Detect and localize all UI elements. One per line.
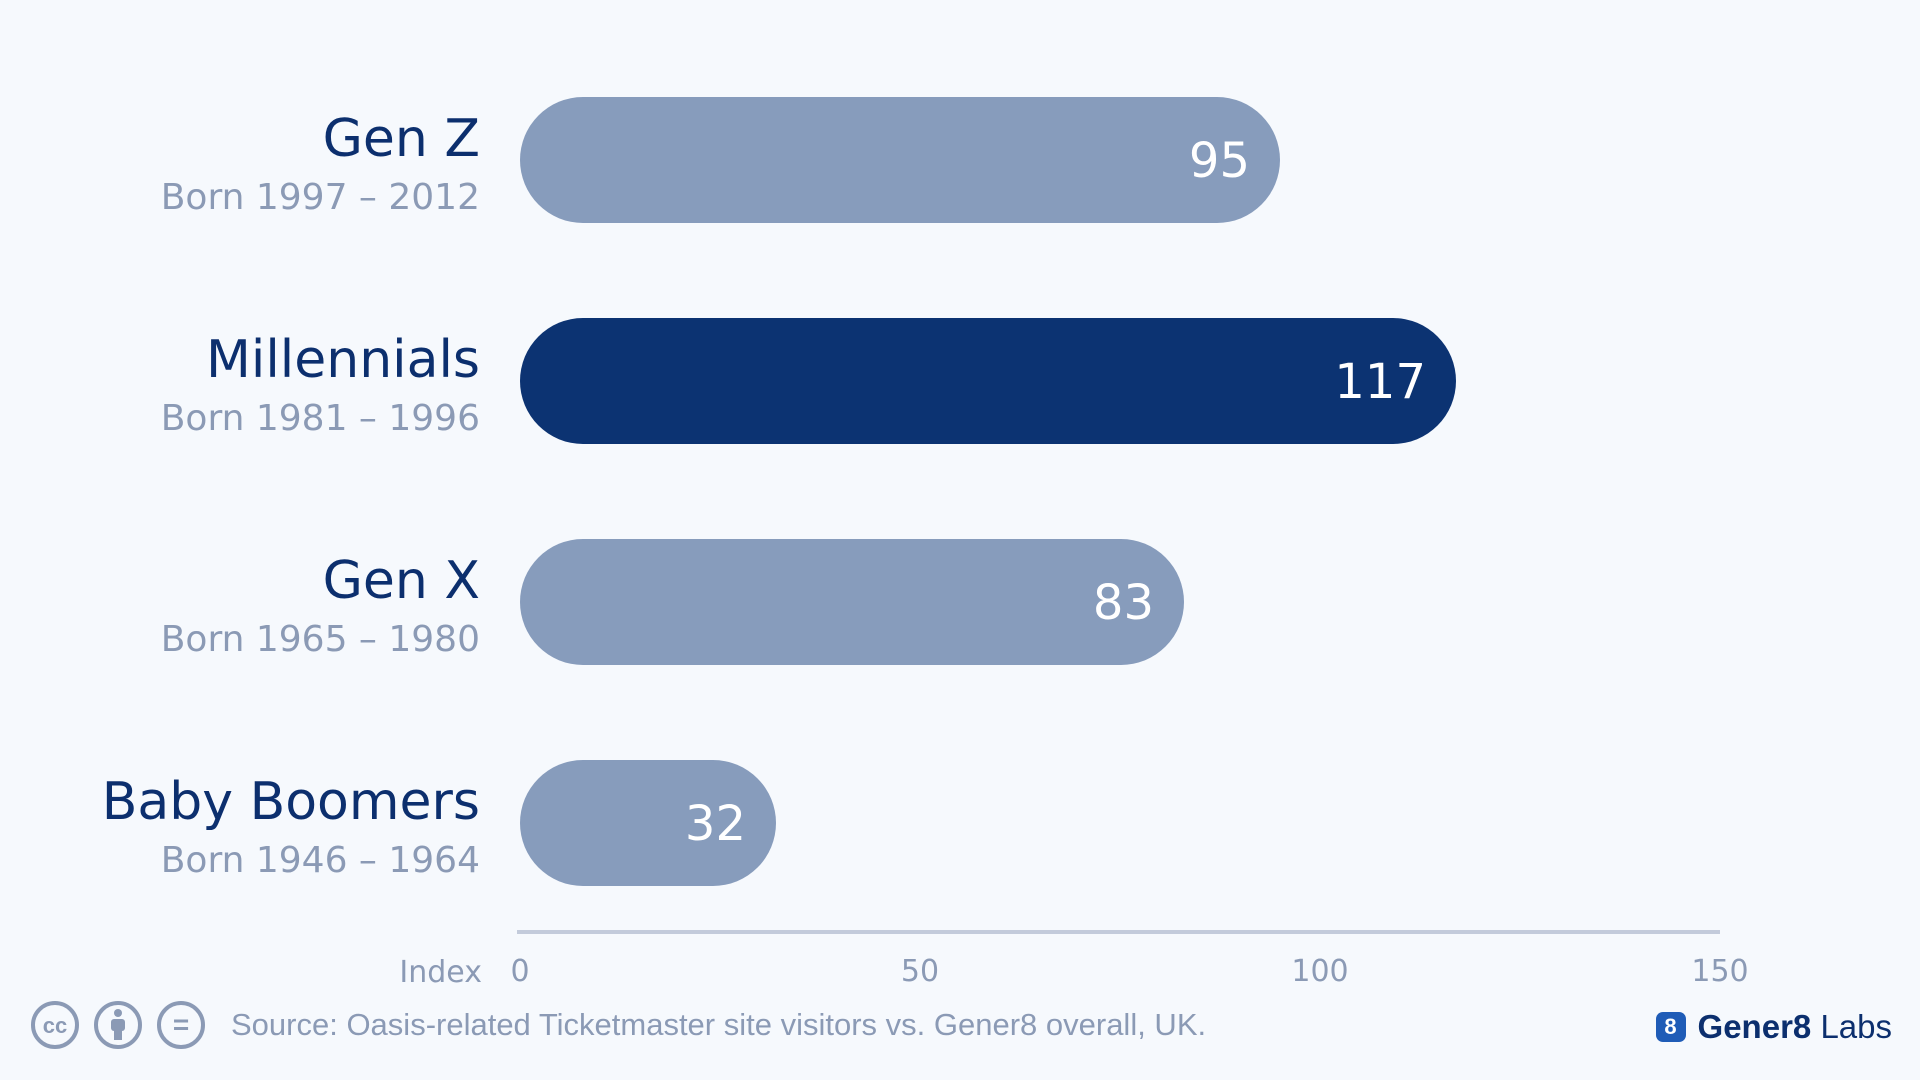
bar	[520, 760, 776, 886]
x-tick-label: 50	[901, 954, 939, 989]
x-tick-label: 0	[510, 954, 529, 989]
source-note: Source: Oasis-related Ticketmaster site …	[231, 1007, 1207, 1042]
bar	[520, 539, 1184, 665]
category-sublabel: Born 1946 – 1964	[161, 840, 480, 881]
bar	[520, 318, 1456, 444]
gener8-logo-icon: 8	[1655, 1012, 1686, 1042]
category-label: Gen X	[323, 551, 480, 611]
brand-logo: 8 Gener8 Labs	[1655, 1008, 1892, 1046]
category-label: Millennials	[206, 330, 480, 390]
footer: cc = Source: Oasis-related Ticketmaster …	[30, 1000, 1206, 1050]
x-axis-title: Index	[399, 955, 482, 990]
x-tick-label: 100	[1291, 954, 1348, 989]
brand-name-light: Labs	[1820, 1008, 1892, 1045]
bar-value-label: 95	[1189, 133, 1250, 189]
category-sublabel: Born 1981 – 1996	[161, 398, 480, 439]
bar-value-label: 83	[1093, 575, 1154, 631]
no-derivatives-icon: =	[157, 1001, 205, 1049]
category-sublabel: Born 1965 – 1980	[161, 619, 480, 660]
brand-name-bold: Gener8	[1697, 1008, 1812, 1045]
bar	[520, 97, 1280, 223]
x-tick-label: 150	[1691, 954, 1748, 989]
attribution-icon	[94, 1001, 142, 1049]
svg-text:cc: cc	[43, 1013, 67, 1038]
category-label: Gen Z	[323, 109, 480, 169]
category-sublabel: Born 1997 – 2012	[161, 177, 480, 218]
bar-value-label: 32	[685, 796, 746, 852]
bar-value-label: 117	[1334, 354, 1426, 410]
svg-text:=: =	[173, 1009, 189, 1040]
brand-name: Gener8 Labs	[1698, 1008, 1892, 1046]
cc-icon: cc	[31, 1001, 79, 1049]
category-label: Baby Boomers	[102, 772, 480, 832]
